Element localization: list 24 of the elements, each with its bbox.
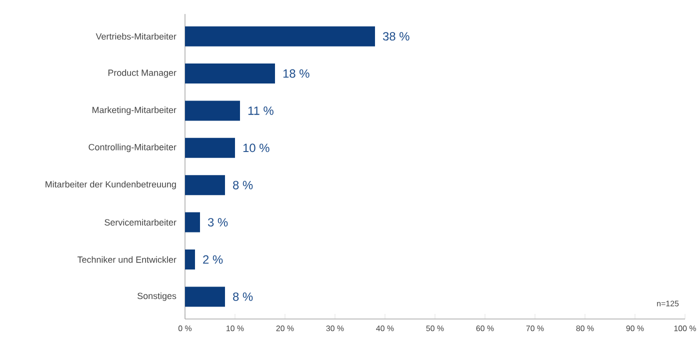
data-label: 18 %	[283, 69, 310, 78]
data-label: 8 %	[233, 180, 253, 190]
y-tick-label: Controlling-Mitarbeiter	[88, 144, 176, 152]
bar	[185, 64, 275, 84]
bar	[185, 100, 240, 121]
data-label: 3 %	[208, 218, 228, 227]
y-tick-label: Techniker und Entwickler	[78, 256, 176, 263]
y-tick-label: Vertriebs-Mitarbeiter	[96, 33, 176, 40]
y-tick-label: Sonstiges	[138, 292, 176, 301]
bar	[185, 175, 225, 196]
data-label: 8 %	[233, 292, 253, 301]
bar	[185, 26, 376, 46]
y-tick-label: Marketing-Mitarbeiter	[92, 106, 176, 115]
bar	[185, 138, 235, 158]
y-tick-label: Mitarbeiter der Kundenbetreuung	[46, 180, 176, 190]
bar	[185, 286, 225, 307]
data-label: 11 %	[248, 106, 274, 115]
data-label: 38 %	[382, 32, 410, 41]
bar	[185, 212, 200, 232]
data-label: 2 %	[203, 255, 223, 264]
y-tick-label: Product Manager	[108, 69, 176, 78]
y-tick-label: Servicemitarbeiter	[104, 219, 176, 226]
data-label: 10 %	[243, 144, 270, 152]
bar	[185, 249, 195, 270]
